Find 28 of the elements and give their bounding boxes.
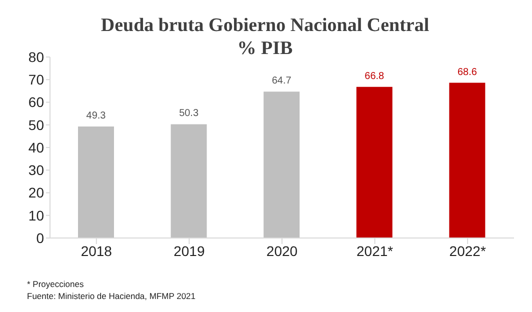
data-label: 64.7 bbox=[272, 76, 292, 87]
data-label: 66.8 bbox=[364, 70, 385, 82]
y-tick-label: 60 bbox=[28, 94, 44, 110]
x-tick-label: 2022* bbox=[449, 242, 486, 259]
y-tick-label: 70 bbox=[28, 72, 44, 88]
data-label: 50.3 bbox=[179, 108, 199, 120]
y-tick-label: 40 bbox=[28, 139, 44, 156]
y-tick-label: 20 bbox=[28, 184, 44, 201]
bar bbox=[170, 124, 207, 238]
y-tick-label: 10 bbox=[28, 207, 44, 224]
y-tick-label: 0 bbox=[36, 230, 44, 246]
data-label: 68.6 bbox=[457, 66, 478, 78]
y-tick-label: 50 bbox=[28, 116, 44, 133]
x-tick-label: 2021* bbox=[356, 242, 394, 259]
y-tick-label: 80 bbox=[28, 48, 44, 65]
source-note: Fuente: Ministerio de Hacienda, MFMP 2021 bbox=[27, 290, 196, 302]
bar bbox=[356, 86, 392, 238]
bar bbox=[78, 126, 114, 238]
chart-subtitle: % PIB bbox=[236, 37, 294, 60]
text: * Proyecciones bbox=[27, 278, 85, 290]
x-tick-label: 2018 bbox=[80, 242, 112, 259]
bar bbox=[449, 82, 486, 238]
bar bbox=[264, 92, 300, 238]
y-tick-label: 30 bbox=[28, 162, 44, 178]
x-tick-label: 2020 bbox=[266, 242, 298, 259]
x-tick-label: 2019 bbox=[174, 242, 205, 259]
data-label: 49.3 bbox=[86, 110, 106, 122]
chart-title: Deuda bruta Gobierno Nacional Central bbox=[100, 14, 430, 37]
